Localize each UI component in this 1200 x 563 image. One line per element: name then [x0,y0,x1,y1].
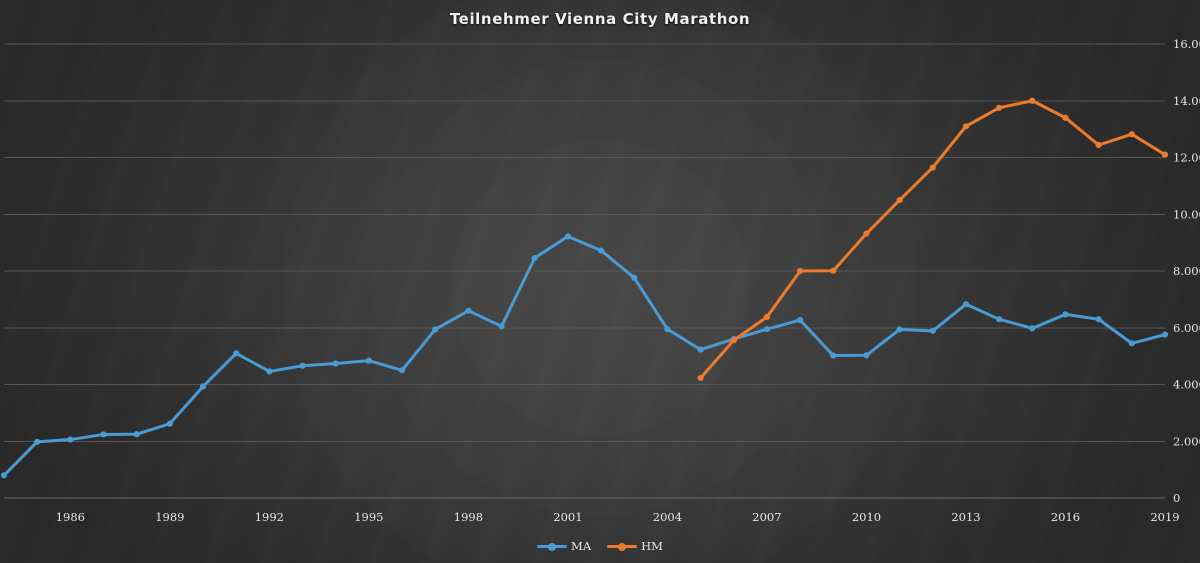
data-point-marker [432,326,439,333]
data-point-marker [929,327,936,334]
data-point-marker [863,230,870,237]
data-point-marker [332,360,339,367]
data-point-marker [1062,311,1069,318]
y-axis-tick-label: 4.000 [1173,378,1200,392]
data-point-marker [299,362,306,369]
data-point-marker [697,374,704,382]
data-point-marker [498,323,505,330]
x-axis-labels-group: 1986 1989 1992 1995 1998 2001 2004 2007 2010 2013… [56,510,1180,524]
data-point-marker [1029,97,1036,104]
data-point-marker [830,267,837,274]
legend-swatch-icon [537,541,568,551]
data-point-marker [1128,131,1135,138]
y-axis-tick-label: 14.000 [1173,94,1200,108]
data-point-marker [830,352,837,359]
data-point-marker [996,316,1003,323]
data-point-marker [631,274,638,281]
x-axis-tick-label: 2004 [653,510,682,524]
data-point-marker [863,352,870,359]
chart-legend: MA HM [0,539,1200,553]
data-point-marker [697,346,704,353]
gridlines-group [4,43,1165,499]
data-series-group [0,97,1169,479]
data-point-marker [962,123,970,130]
data-point-marker [365,357,372,364]
data-point-marker [398,367,406,374]
page-title: Teilnehmer Vienna City Marathon [449,10,751,28]
x-axis-tick-label: 1995 [354,510,383,524]
data-point-marker [465,307,472,314]
y-axis-tick-label: 2.000 [1173,434,1200,448]
y-axis-tick-label: 16.000 [1173,37,1200,51]
data-point-marker [797,267,804,275]
x-axis-tick-label: 2019 [1150,510,1179,524]
x-axis-tick-label: 1986 [56,510,85,524]
data-point-marker [233,350,240,357]
y-axis-tick-label: 0 [1173,491,1180,505]
series-line-hm [699,99,1167,380]
data-point-marker [763,313,771,321]
data-point-marker [100,431,107,438]
data-point-marker [962,301,970,308]
data-point-marker [133,431,140,438]
data-point-marker [199,383,207,390]
y-axis-tick-label: 8.000 [1173,264,1200,278]
data-point-marker [730,337,737,344]
data-point-marker [797,316,804,324]
data-point-marker [531,254,538,262]
x-axis-tick-label: 1989 [155,510,184,524]
data-point-marker [1161,151,1169,158]
data-point-marker [34,438,41,445]
data-point-marker [1095,316,1102,323]
data-point-marker [996,104,1003,111]
data-point-marker [0,472,8,479]
x-axis-tick-label: 2010 [852,510,881,524]
data-point-marker [1128,340,1135,347]
x-axis-tick-label: 2013 [951,510,980,524]
series-line-ma [2,234,1167,477]
data-point-marker [1095,141,1102,149]
data-point-marker [929,164,936,171]
x-axis-tick-label: 2016 [1051,510,1080,524]
data-point-marker [896,196,903,204]
y-axis-labels-group: 0 2.000 4.000 6.000 8.000 10.000 12.000 14.000 1… [1173,37,1200,505]
data-point-marker [664,326,671,333]
x-axis-tick-label: 1998 [454,510,483,524]
data-point-marker [1161,331,1169,338]
data-point-marker [67,436,74,443]
y-axis-tick-label: 6.000 [1173,321,1200,335]
data-point-marker [266,368,273,375]
data-point-marker [896,326,903,333]
data-point-marker [564,233,572,240]
data-point-marker [597,247,605,254]
legend-label: HM [641,539,663,553]
data-point-marker [763,326,771,333]
legend-label: MA [571,539,592,553]
x-axis-tick-label: 2007 [752,510,781,524]
x-axis-tick-label: 2001 [553,510,582,524]
data-point-marker [166,420,173,427]
y-axis-tick-label: 10.000 [1173,207,1200,221]
data-point-marker [1062,114,1069,121]
legend-swatch-icon [607,541,638,551]
data-point-marker [1029,325,1036,332]
legend-item-hm[interactable]: HM [607,539,663,553]
legend-item-ma[interactable]: MA [537,539,591,553]
x-axis-tick-label: 1992 [255,510,284,524]
y-axis-tick-label: 12.000 [1173,151,1200,165]
